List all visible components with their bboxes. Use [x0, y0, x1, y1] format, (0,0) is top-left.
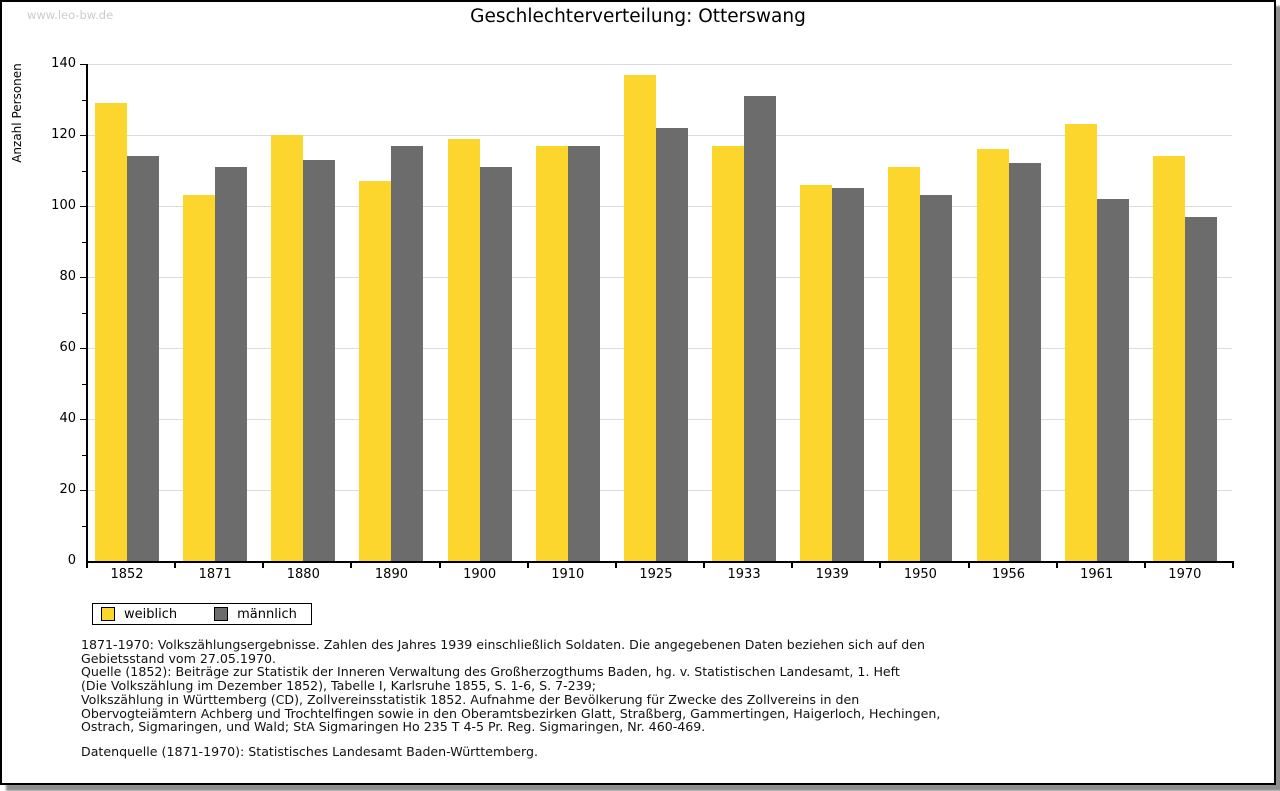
x-tick-7: [703, 563, 706, 568]
y-axis-label: Anzahl Personen: [10, 63, 24, 163]
legend-swatch-maennlich: [214, 607, 229, 621]
bar-weiblich-1880: [271, 135, 304, 561]
footnote-line-1: 1871-1970: Volkszählungsergebnisse. Zahl…: [81, 637, 925, 652]
x-tick-3: [350, 563, 353, 568]
y-tick-50: [82, 383, 86, 385]
y-tick-label-140: 140: [51, 56, 76, 71]
footnote-line-6: Obervogteiämtern Achberg und Trochtelfin…: [81, 705, 941, 721]
bar-weiblich-1939: [800, 184, 833, 561]
datasource-line: Datenquelle (1871-1970): Statistisches L…: [81, 744, 538, 759]
y-tick-60: [80, 348, 86, 349]
bar-männlich-1956: [1008, 163, 1041, 561]
y-tick-70: [82, 312, 86, 314]
x-tick-1: [174, 563, 177, 568]
legend-label-weiblich: weiblich: [124, 606, 178, 622]
x-tick-13: [1232, 563, 1234, 568]
bar-männlich-1933: [744, 95, 777, 561]
x-tick-label-1890: 1890: [374, 567, 408, 582]
bar-männlich-1925: [655, 127, 688, 561]
y-tick-label-100: 100: [51, 198, 76, 213]
x-tick-label-1956: 1956: [991, 567, 1026, 582]
x-tick-label-1970: 1970: [1168, 567, 1202, 582]
gridline-140: [87, 64, 1232, 65]
y-tick-label-40: 40: [59, 411, 76, 426]
bar-weiblich-1956: [976, 149, 1009, 561]
y-tick-100: [80, 206, 86, 207]
y-tick-40: [80, 419, 86, 420]
bar-männlich-1852: [127, 156, 159, 561]
x-tick-10: [967, 563, 970, 568]
bar-weiblich-1910: [535, 145, 568, 561]
bar-weiblich-1900: [447, 138, 480, 561]
x-tick-11: [1055, 563, 1058, 568]
bar-weiblich-1950: [888, 166, 921, 561]
footnote-line-3: Quelle (1852): Beiträge zur Statistik de…: [81, 664, 900, 680]
x-axis-line: [86, 561, 1234, 563]
x-tick-label-1871: 1871: [198, 567, 232, 582]
bar-männlich-1910: [567, 145, 600, 561]
y-tick-label-120: 120: [51, 127, 76, 142]
bar-männlich-1871: [215, 166, 248, 561]
bar-weiblich-1890: [359, 181, 392, 561]
x-tick-12: [1143, 563, 1146, 568]
x-tick-8: [791, 563, 794, 568]
y-tick-90: [82, 241, 86, 243]
y-tick-120: [80, 135, 86, 136]
x-tick-label-1939: 1939: [815, 567, 849, 582]
legend-label-maennlich: männlich: [237, 606, 297, 622]
bar-männlich-1961: [1096, 198, 1129, 561]
page-title: Geschlechterverteilung: Otterswang: [470, 6, 806, 27]
bar-weiblich-1925: [623, 74, 656, 561]
x-tick-label-1925: 1925: [639, 567, 673, 582]
legend: weiblich männlich: [92, 603, 312, 625]
bar-männlich-1890: [391, 145, 424, 561]
x-tick-6: [614, 563, 617, 568]
footnote-block: 1871-1970: Volkszählungsergebnisse. Zahl…: [81, 638, 940, 734]
y-tick-label-20: 20: [59, 482, 76, 497]
x-tick-label-1852: 1852: [110, 567, 144, 582]
y-axis-line: [86, 64, 88, 563]
bar-weiblich-1961: [1064, 124, 1097, 561]
x-tick-9: [879, 563, 882, 568]
legend-swatch-weiblich: [101, 607, 115, 621]
footnote-line-2: Gebietsstand vom 27.05.1970.: [81, 650, 276, 666]
bar-weiblich-1970: [1152, 156, 1185, 561]
x-tick-label-1933: 1933: [727, 567, 761, 582]
x-tick-label-1910: 1910: [551, 567, 585, 582]
y-tick-30: [82, 454, 86, 456]
y-tick-20: [80, 490, 86, 491]
x-tick-label-1880: 1880: [286, 567, 320, 582]
x-tick-label-1961: 1961: [1080, 567, 1114, 582]
y-tick-10: [82, 525, 86, 527]
x-tick-5: [526, 563, 529, 568]
bar-männlich-1880: [303, 159, 336, 561]
bar-männlich-1950: [920, 195, 953, 561]
y-tick-110: [82, 170, 86, 172]
y-tick-label-0: 0: [67, 553, 76, 568]
y-tick-80: [80, 277, 86, 278]
x-tick-0: [86, 563, 88, 568]
y-tick-label-60: 60: [59, 340, 76, 355]
x-tick-2: [262, 563, 265, 568]
x-tick-4: [438, 563, 441, 568]
bar-weiblich-1933: [712, 145, 745, 561]
footnote-line-4: (Die Volkszählung im Dezember 1852), Tab…: [81, 678, 596, 694]
footnote-line-7: Ostrach, Sigmaringen, und Wald; StA Sigm…: [81, 719, 706, 735]
watermark: www.leo-bw.de: [27, 8, 114, 22]
bar-weiblich-1871: [183, 195, 216, 561]
x-tick-label-1900: 1900: [463, 567, 497, 582]
y-tick-130: [82, 99, 86, 101]
bar-männlich-1939: [832, 188, 865, 561]
footnote-line-5: Volkszählung in Württemberg (CD), Zollve…: [81, 691, 860, 707]
y-tick-140: [80, 64, 86, 65]
x-tick-label-1950: 1950: [903, 567, 937, 582]
bar-männlich-1900: [479, 166, 512, 561]
y-tick-label-80: 80: [59, 269, 76, 284]
bar-männlich-1970: [1184, 216, 1217, 561]
bar-weiblich-1852: [95, 103, 127, 561]
